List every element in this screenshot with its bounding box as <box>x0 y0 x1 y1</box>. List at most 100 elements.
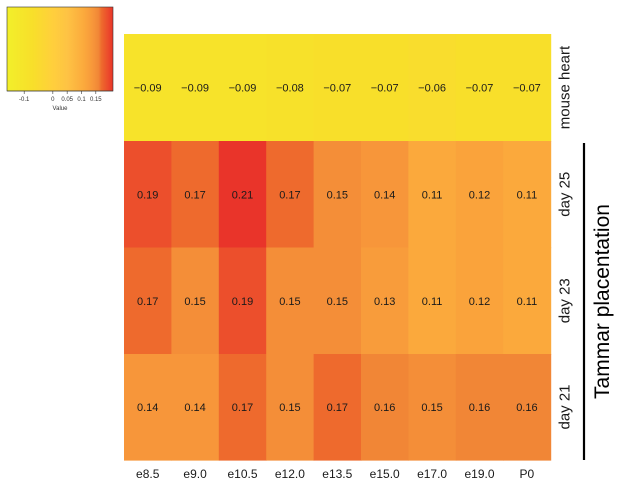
column-label: e8.5 <box>136 467 160 481</box>
column-label: e17.0 <box>417 467 447 481</box>
heatmap-cell <box>218 34 267 142</box>
row-group: Tammar placentation <box>582 143 614 460</box>
column-label: e13.5 <box>322 467 352 481</box>
heatmap-cell-label: 0.17 <box>232 402 253 414</box>
heatmap-cell-label: 0.15 <box>279 402 300 414</box>
heatmap-cell-label: 0.12 <box>469 189 490 201</box>
heatmap-cell <box>455 141 504 249</box>
column-label: e9.0 <box>183 467 207 481</box>
heatmap-cell <box>124 247 172 355</box>
heatmap-cell-label: 0.11 <box>422 296 443 308</box>
row-label: day 25 <box>557 172 574 217</box>
heatmap-cell <box>361 141 409 249</box>
heatmap-cell-label: 0.13 <box>374 296 395 308</box>
heatmap-cell-label: 0.12 <box>469 296 490 308</box>
heatmap-cell <box>408 354 457 461</box>
row-group-label: Tammar placentation <box>591 204 614 399</box>
heatmap-cell <box>503 354 552 461</box>
heatmap-cell <box>266 141 315 249</box>
heatmap-cell <box>124 34 172 142</box>
heatmap-cell <box>266 354 315 461</box>
row-label: mouse heart <box>557 45 574 129</box>
heatmap-cell <box>361 34 409 142</box>
heatmap-cell-label: 0.15 <box>327 296 348 308</box>
heatmap-cell-label: −0.09 <box>134 83 162 95</box>
heatmap-cell-label: 0.19 <box>137 189 158 201</box>
color-key-tick-label: -0.1 <box>19 97 30 103</box>
heatmap-cell <box>408 34 457 142</box>
heatmap-cell <box>124 141 172 249</box>
heatmap-cell <box>455 247 504 355</box>
heatmap-cell-labels: −0.09 −0.09 −0.09 −0.08 −0.07 −0.07 −0.06 −0.07… <box>134 83 541 415</box>
color-key-bar <box>6 6 114 92</box>
heatmap-cell-label: 0.16 <box>516 402 537 414</box>
heatmap-cell <box>266 34 315 142</box>
color-key-axis-label: Value <box>53 106 69 112</box>
heatmap-cell-label: 0.11 <box>517 189 538 201</box>
heatmap-cell <box>218 141 267 249</box>
heatmap-cell-label: 0.17 <box>279 189 300 201</box>
heatmap-cell-label: 0.14 <box>137 402 158 414</box>
heatmap-cell-label: 0.11 <box>517 296 538 308</box>
color-key-tick-label: 0.05 <box>61 97 73 103</box>
row-label: day 23 <box>557 278 574 323</box>
heatmap-cell-label: 0.16 <box>374 402 395 414</box>
heatmap-cell-label: 0.17 <box>137 296 158 308</box>
heatmap-cell-label: 0.17 <box>327 402 348 414</box>
heatmap-cells <box>124 34 552 461</box>
color-key-tick-label: 0.15 <box>90 97 102 103</box>
heatmap-cell <box>455 354 504 461</box>
heatmap-cell <box>218 354 267 461</box>
heatmap-cell <box>313 34 362 142</box>
heatmap-cell-label: −0.09 <box>181 83 209 95</box>
heatmap-cell <box>503 141 552 249</box>
heatmap-cell <box>408 141 457 249</box>
heatmap-cell <box>313 354 362 461</box>
heatmap-cell <box>218 247 267 355</box>
heatmap-cell-label: 0.15 <box>327 189 348 201</box>
heatmap-cell-label: 0.15 <box>279 296 300 308</box>
column-labels: e8.5 e9.0 e10.5 e12.0 e13.5 e15.0 e17.0 e19.0 P0 <box>136 467 535 481</box>
heatmap-cell-label: 0.11 <box>422 189 443 201</box>
color-key-ticks: -0.1 0 0.05 0.1 0.15 <box>19 91 102 103</box>
heatmap-cell-label: 0.14 <box>374 189 395 201</box>
heatmap-cell <box>124 354 172 461</box>
heatmap-cell <box>171 354 220 461</box>
column-label: e15.0 <box>370 467 400 481</box>
heatmap-cell <box>455 34 504 142</box>
heatmap-cell <box>361 354 409 461</box>
row-labels: mouse heart day 25 day 23 day 21 <box>557 45 574 430</box>
heatmap-cell-label: 0.15 <box>421 402 442 414</box>
color-key: -0.1 0 0.05 0.1 0.15 Value <box>6 6 114 112</box>
heatmap-cell <box>171 141 220 249</box>
heatmap-cell-label: −0.09 <box>229 83 257 95</box>
heatmap-cell-label: 0.14 <box>184 402 205 414</box>
heatmap-cell <box>171 34 220 142</box>
heatmap-cell-label: 0.17 <box>184 189 205 201</box>
color-key-tick-label: 0 <box>51 97 55 103</box>
heatmap-cell <box>408 247 457 355</box>
heatmap-cell-label: −0.06 <box>418 83 446 95</box>
column-label: e19.0 <box>464 467 494 481</box>
heatmap-cell <box>503 247 552 355</box>
heatmap-cell-label: −0.07 <box>513 83 541 95</box>
heatmap-cell-label: 0.21 <box>232 189 253 201</box>
heatmap-cell <box>266 247 315 355</box>
color-key-tick-label: 0.1 <box>77 97 86 103</box>
column-label: e10.5 <box>227 467 257 481</box>
heatmap-cell-label: −0.07 <box>466 83 494 95</box>
heatmap-cell <box>361 247 409 355</box>
column-label: P0 <box>520 467 535 481</box>
heatmap-cell <box>313 247 362 355</box>
column-label: e12.0 <box>275 467 305 481</box>
heatmap-cell-label: 0.16 <box>469 402 490 414</box>
heatmap-cell-label: 0.15 <box>184 296 205 308</box>
heatmap-cell-label: −0.07 <box>371 83 399 95</box>
heatmap-cell-label: −0.07 <box>323 83 351 95</box>
heatmap-cell <box>503 34 552 142</box>
heatmap-cell <box>171 247 220 355</box>
heatmap-cell-label: −0.08 <box>276 83 304 95</box>
row-label: day 21 <box>557 384 574 429</box>
heatmap-cell-label: 0.19 <box>232 296 253 308</box>
